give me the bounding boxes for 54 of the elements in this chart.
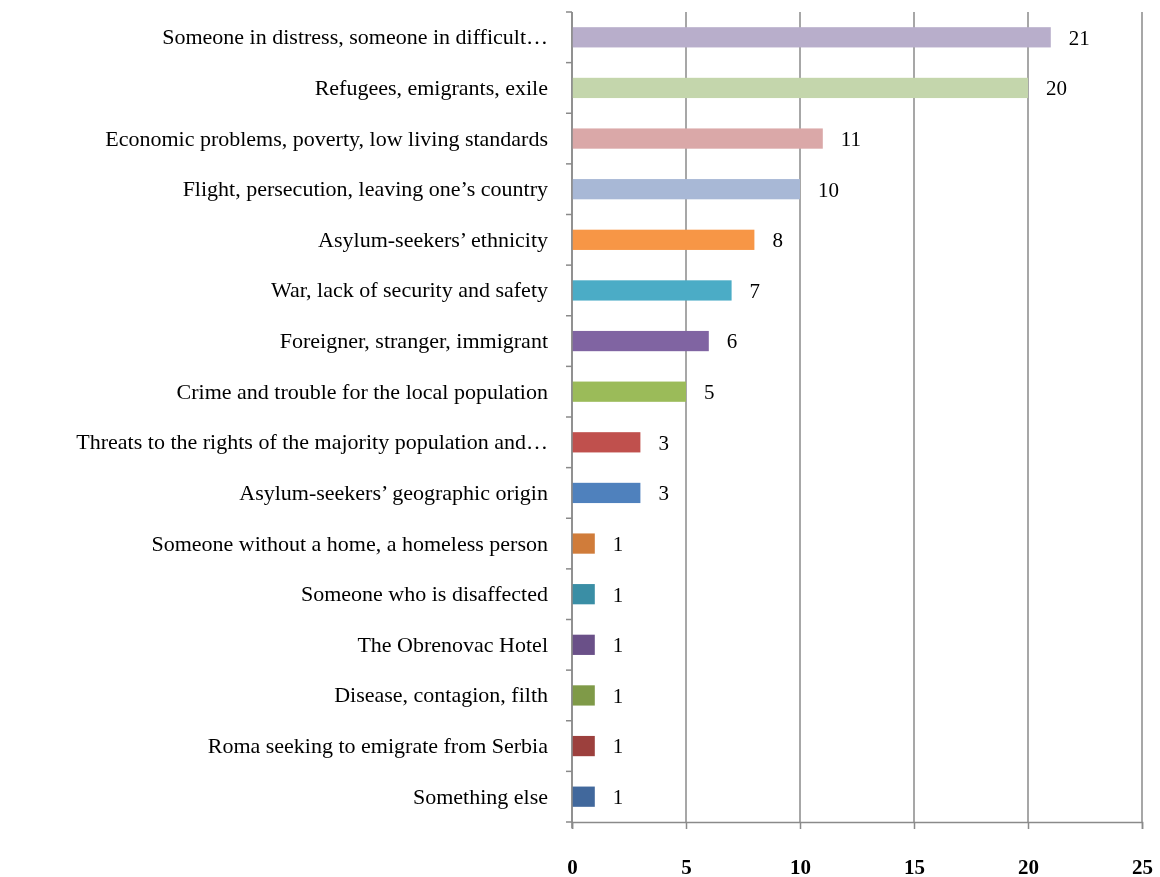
x-tick-label: 0 xyxy=(567,854,578,877)
y-tick-label: Threats to the rights of the majority population and… xyxy=(76,429,548,455)
y-tick-label: Someone in distress, someone in difficult… xyxy=(162,24,548,50)
y-tick-label: Foreigner, stranger, immigrant xyxy=(279,328,548,354)
bar xyxy=(572,735,595,757)
data-label: 1 xyxy=(612,683,624,708)
data-label: 1 xyxy=(612,582,624,607)
y-tick-label: Flight, persecution, leaving one’s country xyxy=(182,176,548,202)
bar xyxy=(572,128,823,149)
x-tick-label: 10 xyxy=(790,854,811,877)
data-label: 6 xyxy=(726,329,738,354)
data-label: 7 xyxy=(749,278,761,303)
y-tick-label: Crime and trouble for the local population xyxy=(176,378,548,404)
x-tick-label: 5 xyxy=(681,854,692,877)
x-tick-label: 25 xyxy=(1132,854,1153,877)
bar xyxy=(572,77,1028,99)
bar xyxy=(572,786,595,807)
bar xyxy=(572,685,595,706)
y-tick-label: Disease, contagion, filth xyxy=(334,682,548,708)
data-label: 10 xyxy=(818,177,839,202)
data-label: 8 xyxy=(772,228,783,253)
data-label: 1 xyxy=(612,531,624,556)
x-tick-label: 15 xyxy=(904,854,925,877)
y-tick-label: Asylum-seekers’ geographic origin xyxy=(239,479,548,505)
data-label: 1 xyxy=(612,785,624,810)
bar xyxy=(572,27,1051,48)
data-label: 1 xyxy=(612,633,624,658)
y-tick-label: Economic problems, poverty, low living standards xyxy=(105,125,548,151)
data-label: 1 xyxy=(612,734,624,759)
y-tick-label: War, lack of security and safety xyxy=(270,277,548,303)
bar xyxy=(572,432,641,453)
data-label: 11 xyxy=(840,126,862,151)
bar xyxy=(572,229,755,250)
data-label: 3 xyxy=(658,481,669,506)
y-tick-label: Something else xyxy=(412,783,548,809)
bar xyxy=(572,381,686,402)
data-label: 20 xyxy=(1046,76,1067,101)
data-label: 3 xyxy=(658,430,669,455)
data-label: 21 xyxy=(1068,25,1090,50)
bar xyxy=(572,533,595,554)
bar xyxy=(572,584,595,605)
y-tick-label: Asylum-seekers’ ethnicity xyxy=(318,226,548,252)
bar xyxy=(572,634,595,655)
bar xyxy=(572,330,709,352)
bar xyxy=(572,280,732,301)
y-tick-label: Someone without a home, a homeless person xyxy=(151,530,548,556)
y-tick-label: The Obrenovac Hotel xyxy=(357,631,548,657)
y-tick-label: Someone who is disaffected xyxy=(300,581,548,607)
data-label: 5 xyxy=(704,380,715,405)
y-tick-label: Refugees, emigrants, exile xyxy=(314,74,548,100)
bar xyxy=(572,179,800,200)
y-tick-label: Roma seeking to emigrate from Serbia xyxy=(207,733,549,759)
x-tick-label: 20 xyxy=(1018,854,1039,877)
bar xyxy=(572,482,641,504)
